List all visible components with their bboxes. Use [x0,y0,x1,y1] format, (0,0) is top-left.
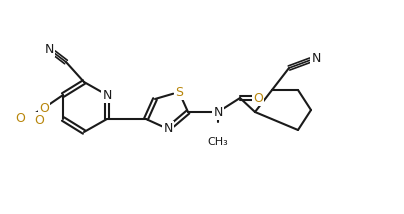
Text: O: O [39,101,49,114]
Text: S: S [175,86,183,98]
Text: N: N [44,43,54,55]
Text: N: N [311,52,321,64]
Text: O: O [15,111,25,125]
Text: N: N [102,89,112,101]
Text: O: O [253,92,263,104]
Text: N: N [213,106,223,119]
Text: N: N [163,122,173,135]
Text: CH₃: CH₃ [208,137,228,147]
Text: O: O [34,113,44,126]
